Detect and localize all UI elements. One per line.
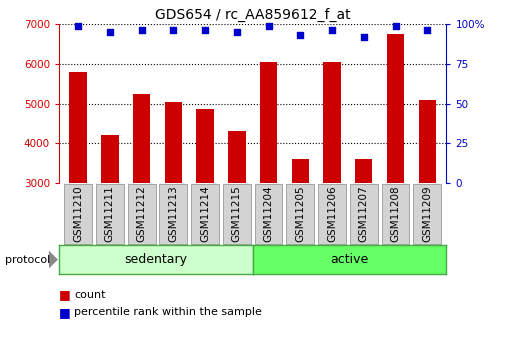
Text: GSM11213: GSM11213 — [168, 186, 179, 242]
Point — [169, 28, 177, 33]
Text: GSM11207: GSM11207 — [359, 186, 369, 242]
Text: GSM11208: GSM11208 — [390, 186, 401, 242]
Bar — [291, 159, 309, 183]
Bar — [101, 135, 119, 183]
Text: sedentary: sedentary — [124, 253, 187, 266]
FancyBboxPatch shape — [128, 184, 155, 244]
Text: ■: ■ — [59, 288, 71, 302]
Bar — [165, 101, 182, 183]
FancyBboxPatch shape — [223, 184, 251, 244]
FancyBboxPatch shape — [382, 184, 409, 244]
Text: GSM11210: GSM11210 — [73, 186, 83, 242]
Bar — [69, 72, 87, 183]
Point — [328, 28, 336, 33]
Bar — [196, 109, 214, 183]
Text: count: count — [74, 290, 106, 300]
Polygon shape — [49, 250, 58, 269]
Text: ■: ■ — [59, 306, 71, 319]
Bar — [228, 131, 246, 183]
Point — [391, 23, 400, 29]
Text: GSM11214: GSM11214 — [200, 186, 210, 242]
FancyBboxPatch shape — [254, 184, 283, 244]
Point — [360, 34, 368, 40]
FancyBboxPatch shape — [350, 184, 378, 244]
Title: GDS654 / rc_AA859612_f_at: GDS654 / rc_AA859612_f_at — [155, 8, 350, 22]
FancyBboxPatch shape — [413, 184, 441, 244]
FancyBboxPatch shape — [64, 184, 92, 244]
Text: GSM11204: GSM11204 — [264, 186, 273, 242]
Text: GSM11211: GSM11211 — [105, 186, 115, 242]
Text: GSM11205: GSM11205 — [295, 186, 305, 242]
FancyBboxPatch shape — [96, 184, 124, 244]
Point — [201, 28, 209, 33]
Bar — [419, 99, 436, 183]
Text: GSM11206: GSM11206 — [327, 186, 337, 242]
Text: percentile rank within the sample: percentile rank within the sample — [74, 307, 262, 317]
FancyBboxPatch shape — [318, 184, 346, 244]
Bar — [323, 62, 341, 183]
Bar — [387, 34, 404, 183]
Bar — [260, 62, 277, 183]
Text: GSM11215: GSM11215 — [232, 186, 242, 242]
FancyBboxPatch shape — [286, 184, 314, 244]
Text: GSM11212: GSM11212 — [136, 186, 147, 242]
Point — [137, 28, 146, 33]
FancyBboxPatch shape — [160, 184, 187, 244]
FancyBboxPatch shape — [191, 184, 219, 244]
Text: GSM11209: GSM11209 — [422, 186, 432, 242]
Point — [233, 29, 241, 35]
Text: protocol: protocol — [5, 255, 50, 265]
Point — [296, 32, 304, 38]
Point — [423, 28, 431, 33]
Text: active: active — [330, 253, 369, 266]
Point — [106, 29, 114, 35]
Point — [74, 23, 82, 29]
Point — [264, 23, 272, 29]
Bar — [133, 93, 150, 183]
Bar — [355, 159, 372, 183]
